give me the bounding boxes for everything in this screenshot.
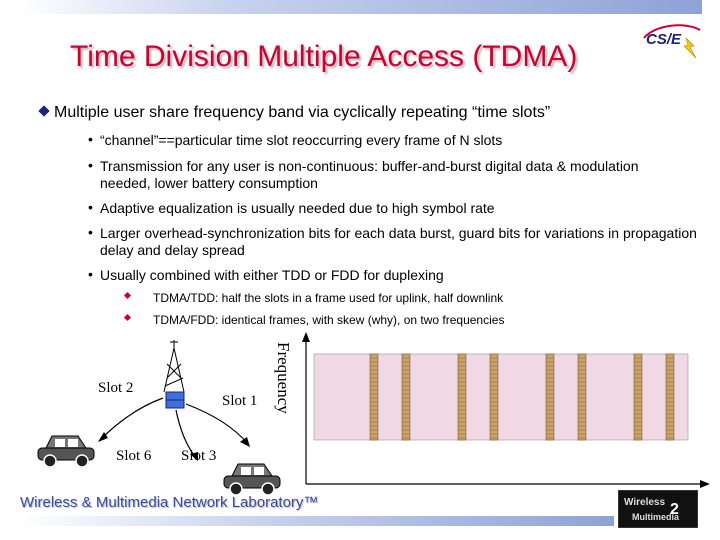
sub-sub-bullet-text: TDMA/FDD: identical frames, with skew (w… <box>153 313 505 327</box>
svg-text:Multimedia: Multimedia <box>632 512 680 522</box>
sub-bullet-text: “channel”==particular time slot reoccurr… <box>100 132 503 148</box>
cse-logo-icon: CS/E <box>643 24 701 59</box>
sub-sub-bullet-1: TDMA/TDD: half the slots in a frame used… <box>123 291 504 305</box>
slot-label: Slot 3 <box>181 448 216 464</box>
main-bullet: Multiple user share frequency band via c… <box>38 104 551 122</box>
bottom-banner <box>18 516 614 526</box>
sub-bullet-2: • Transmission for any user is non-conti… <box>88 157 660 192</box>
dot-bullet-icon: • <box>88 266 93 282</box>
sub-bullet-text: Adaptive equalization is usually needed … <box>100 200 495 216</box>
wireless-multimedia-logo-icon: Wireless Multimedia 2 <box>618 490 698 528</box>
diamond-bullet-icon <box>38 105 50 117</box>
top-banner <box>18 0 702 14</box>
frequency-time-axes <box>305 338 704 485</box>
dot-bullet-icon: • <box>88 131 93 147</box>
time-slot <box>369 353 379 441</box>
time-slot <box>633 353 643 441</box>
svg-text:2: 2 <box>670 501 679 518</box>
cell-tower-icon <box>163 340 185 409</box>
dot-bullet-icon: • <box>88 224 93 240</box>
sub-sub-bullet-text: TDMA/TDD: half the slots in a frame used… <box>153 291 504 305</box>
time-slot <box>665 353 675 441</box>
frequency-axis-label: Frequency <box>274 342 293 414</box>
time-slot <box>401 353 411 441</box>
logo-text: CS/E <box>646 31 682 48</box>
slide-title: Time Division Multiple Access (TDMA) <box>70 40 578 73</box>
time-slot <box>489 353 499 441</box>
car-icon <box>37 435 95 468</box>
time-slot <box>545 353 555 441</box>
car-icon <box>223 463 281 496</box>
time-slot <box>457 353 467 441</box>
svg-text:Wireless: Wireless <box>624 497 665 508</box>
dot-bullet-icon: • <box>88 199 93 215</box>
sub-bullet-3: • Adaptive equalization is usually neede… <box>88 199 680 217</box>
slot-label: Slot 1 <box>222 393 257 409</box>
slot-label: Slot 2 <box>98 380 133 396</box>
main-bullet-text: Multiple user share frequency band via c… <box>54 104 551 121</box>
sub-sub-bullet-2: TDMA/FDD: identical frames, with skew (w… <box>123 313 505 327</box>
footer-lab-name: Wireless & Multimedia Network Laboratory… <box>20 494 319 511</box>
sub-bullet-text: Transmission for any user is non-continu… <box>100 158 639 191</box>
time-slot-group <box>369 353 675 441</box>
sub-bullet-text: Usually combined with either TDD or FDD … <box>100 267 444 283</box>
time-slot <box>577 353 587 441</box>
sub-bullet-5: • Usually combined with either TDD or FD… <box>88 266 680 284</box>
slot-label: Slot 6 <box>116 448 152 464</box>
sub-bullet-text: Larger overhead-synchronization bits for… <box>100 225 697 258</box>
dot-bullet-icon: • <box>88 157 93 173</box>
small-diamond-bullet-icon <box>123 291 132 300</box>
tdma-diagram: Slot 2 Slot 1 Slot 6 Slot 3 Frequency <box>37 332 710 496</box>
sub-bullet-1: • “channel”==particular time slot reoccu… <box>88 131 660 149</box>
small-diamond-bullet-icon <box>123 313 132 322</box>
sub-bullet-4: • Larger overhead-synchronization bits f… <box>88 224 700 259</box>
